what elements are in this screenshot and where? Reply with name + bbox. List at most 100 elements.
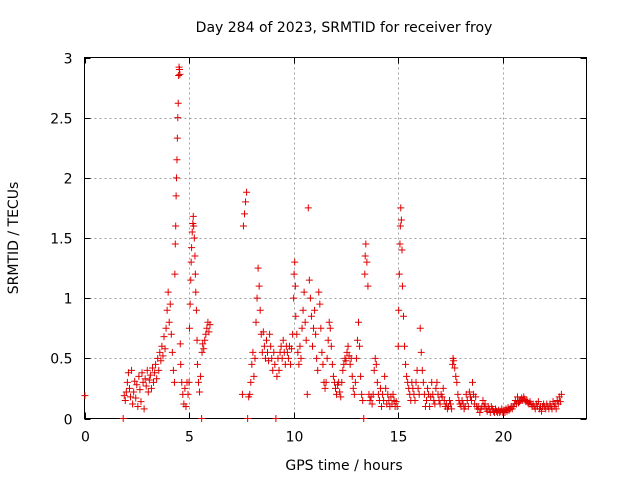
- y-tick-label: 0.5: [50, 352, 72, 368]
- data-point: [241, 210, 249, 218]
- data-point: [251, 354, 259, 362]
- data-point: [165, 318, 173, 326]
- data-point: [123, 378, 131, 386]
- data-point: [128, 366, 136, 374]
- data-point: [373, 378, 381, 386]
- data-point: [328, 360, 336, 368]
- data-point: [389, 390, 397, 398]
- data-point: [327, 342, 335, 350]
- y-tick-label: 2: [64, 172, 73, 188]
- data-point: [272, 415, 280, 422]
- data-point: [194, 378, 202, 386]
- data-point: [381, 372, 389, 380]
- data-point: [303, 390, 311, 398]
- data-point: [256, 306, 264, 314]
- data-point: [269, 366, 277, 374]
- data-point: [153, 375, 161, 383]
- data-point: [469, 378, 477, 386]
- data-point: [188, 244, 196, 252]
- x-tick-label: 0: [81, 430, 90, 446]
- y-tick-label: 3: [64, 52, 73, 68]
- data-point: [448, 405, 456, 413]
- data-point: [191, 252, 199, 260]
- data-point: [319, 360, 327, 368]
- data-point: [259, 328, 267, 336]
- data-point: [127, 393, 135, 401]
- data-point: [130, 388, 138, 396]
- data-point: [356, 342, 364, 350]
- data-point: [321, 384, 329, 392]
- data-point: [304, 204, 312, 212]
- data-point: [453, 378, 461, 386]
- data-point: [312, 330, 320, 338]
- data-point: [168, 348, 176, 356]
- data-point: [253, 294, 261, 302]
- data-point: [167, 330, 175, 338]
- data-point: [132, 394, 140, 402]
- data-point: [476, 408, 484, 416]
- data-point: [81, 392, 89, 400]
- data-point: [279, 336, 287, 344]
- data-point: [556, 398, 564, 406]
- data-point: [351, 378, 359, 386]
- data-point: [175, 72, 183, 80]
- data-point: [426, 402, 434, 410]
- x-tick-label: 15: [390, 430, 408, 446]
- data-point: [352, 354, 360, 362]
- data-point: [534, 398, 542, 406]
- data-point: [433, 378, 441, 386]
- data-points: [81, 63, 565, 422]
- data-point: [402, 360, 410, 368]
- data-point: [271, 360, 279, 368]
- data-point: [505, 406, 513, 414]
- data-point: [198, 348, 206, 356]
- data-point: [451, 364, 459, 372]
- data-point: [291, 282, 299, 290]
- data-point: [316, 300, 324, 308]
- data-point: [392, 398, 400, 406]
- data-point: [291, 258, 299, 266]
- data-point: [307, 312, 315, 320]
- data-point: [445, 396, 453, 404]
- data-point: [186, 324, 194, 332]
- data-point: [162, 324, 170, 332]
- chart-title: Day 284 of 2023, SRMTID for receiver fro…: [196, 20, 493, 36]
- y-tick-label: 0: [64, 413, 73, 429]
- data-point: [255, 282, 263, 290]
- data-point: [197, 372, 205, 380]
- data-point: [140, 405, 148, 413]
- data-point: [156, 348, 164, 356]
- data-point: [295, 360, 303, 368]
- data-point: [242, 198, 250, 206]
- data-point: [329, 372, 337, 380]
- data-point: [412, 378, 420, 386]
- data-point: [311, 306, 319, 314]
- data-point: [267, 342, 275, 350]
- data-point: [170, 378, 178, 386]
- data-point: [144, 388, 152, 396]
- data-point: [557, 390, 565, 398]
- data-point: [382, 384, 390, 392]
- data-point: [398, 282, 406, 290]
- data-point: [196, 388, 204, 396]
- data-point: [299, 306, 307, 314]
- data-point: [201, 336, 209, 344]
- data-point: [122, 388, 130, 396]
- data-point: [398, 246, 406, 254]
- x-tick-label: 20: [495, 430, 513, 446]
- data-point: [205, 328, 213, 336]
- data-point: [187, 258, 195, 266]
- data-point: [324, 336, 332, 344]
- y-tick-label: 2.5: [50, 112, 72, 128]
- data-point: [135, 372, 143, 380]
- data-point: [290, 294, 298, 302]
- data-point: [438, 393, 446, 401]
- data-point: [362, 240, 370, 248]
- data-point: [349, 384, 357, 392]
- data-point: [346, 360, 354, 368]
- data-point: [270, 348, 278, 356]
- data-point: [394, 342, 402, 350]
- data-point: [147, 384, 155, 392]
- data-point: [465, 388, 473, 396]
